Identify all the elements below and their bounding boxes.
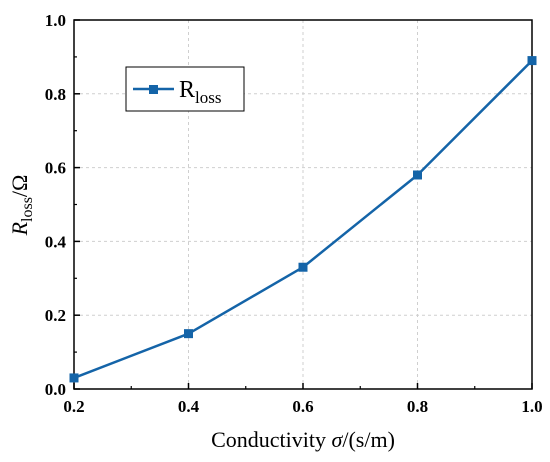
y-tick-labels: 0.0 0.2 0.4 0.6 0.8 1.0	[45, 11, 67, 399]
legend-label: Rloss	[179, 77, 221, 107]
x-axis-label-suffix: /(s/m)	[342, 427, 395, 452]
y-axis-label-subscript: loss	[19, 197, 36, 222]
tick-marks	[73, 19, 533, 390]
x-axis-label-prefix: Conductivity	[211, 427, 331, 452]
data-point-marker	[184, 329, 193, 339]
legend-box	[125, 66, 245, 112]
x-tick-label: 0.4	[178, 397, 200, 416]
legend-label-subscript: loss	[195, 88, 221, 107]
x-tick-label: 0.6	[292, 397, 313, 416]
y-tick-label: 0.0	[45, 380, 66, 399]
legend: Rloss	[125, 66, 245, 112]
series-group	[69, 56, 537, 383]
legend-label-main: R	[179, 77, 195, 103]
y-axis-label-symbol: R	[7, 221, 32, 236]
y-axis-label-suffix: /Ω	[7, 175, 32, 197]
legend-marker-swatch	[149, 85, 158, 94]
x-tick-label: 0.8	[407, 397, 428, 416]
x-axis-label: Conductivity σ/(s/m)	[211, 427, 395, 452]
x-tick-label: 0.2	[63, 397, 84, 416]
y-tick-label: 0.2	[45, 306, 66, 325]
y-tick-label: 0.8	[45, 85, 66, 104]
y-axis-label: Rloss/Ω	[7, 175, 36, 237]
x-tick-labels: 0.2 0.4 0.6 0.8 1.0	[63, 397, 542, 416]
y-tick-label: 0.6	[45, 159, 66, 178]
data-point-marker	[69, 373, 79, 383]
data-point-marker	[527, 56, 537, 66]
x-axis-label-symbol: σ	[331, 427, 343, 452]
y-tick-label: 0.4	[45, 232, 67, 251]
data-point-marker	[298, 262, 308, 272]
data-point-marker	[413, 170, 422, 180]
x-tick-label: 1.0	[521, 397, 542, 416]
y-tick-label: 1.0	[45, 11, 66, 30]
